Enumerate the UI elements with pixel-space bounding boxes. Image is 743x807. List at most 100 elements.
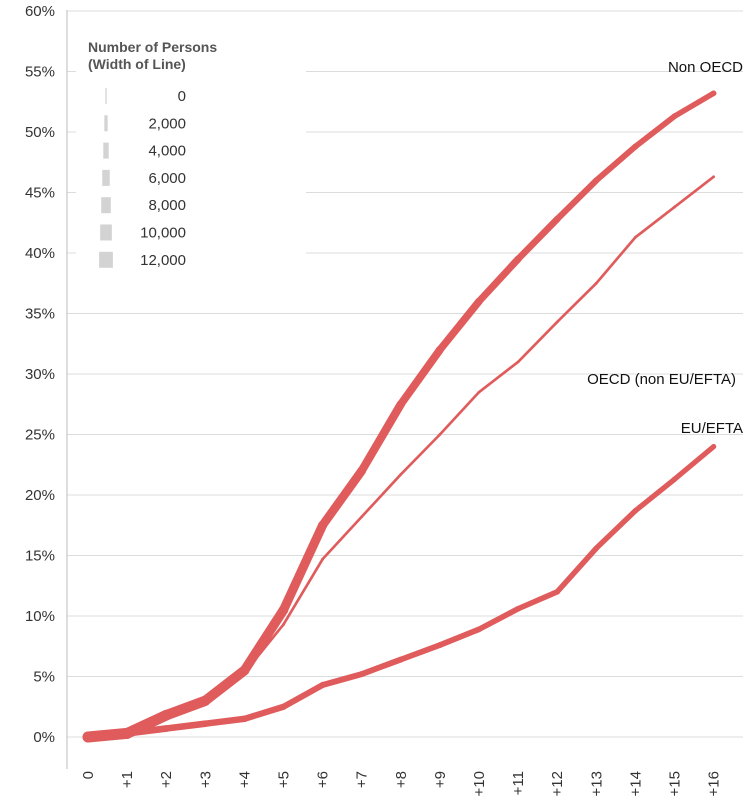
series-segment [241,703,287,722]
legend-swatch [105,88,107,104]
legend-label: 12,000 [140,252,186,269]
data-point [632,143,639,150]
series-segment [278,520,328,615]
series-segment [357,400,405,475]
series-label-non-oecd: Non OECD [668,59,743,76]
data-point [710,90,717,97]
x-tick-label: +7 [354,771,371,788]
x-tick-label: +3 [197,771,214,788]
series-segment [318,466,367,530]
legend-label: 4,000 [148,143,186,160]
data-point [357,466,366,476]
x-tick-label: +12 [549,771,566,796]
data-point [437,642,443,648]
x-tick-label: +13 [588,771,605,796]
series-segment [358,656,404,678]
data-point [358,671,365,678]
data-point [594,281,598,285]
y-tick-label: 30% [25,366,55,383]
series-label-eu-efta: EU/EFTA [681,420,743,437]
series-segment [555,281,598,324]
legend-swatch [104,115,108,132]
series-segment [282,557,324,626]
y-tick-label: 0% [33,729,55,746]
data-point [396,400,405,409]
data-point [243,671,246,675]
series-segment [319,671,365,688]
series-labels: Non OECD OECD (non EU/EFTA) EU/EFTA [587,59,743,437]
series-segment [202,715,248,727]
legend-swatch [102,169,110,186]
series-segment [360,473,403,519]
series-segment [397,642,443,663]
series-segment [437,626,482,648]
data-point [202,720,209,727]
data-point [555,320,559,324]
y-tick-label: 25% [25,427,55,444]
legend-title-line2: (Width of Line) [88,56,186,72]
series-segment [84,729,131,741]
y-tick-label: 15% [25,548,55,565]
data-point [634,235,637,239]
series-segment [514,215,561,263]
x-tick-label: +15 [667,771,684,796]
data-point [321,557,324,561]
y-tick-label: 60% [25,3,55,20]
series-segment [396,345,444,409]
legend-background [76,34,306,282]
legend-label: 10,000 [140,225,186,242]
y-tick-label: 45% [25,185,55,202]
legend-swatch [99,251,113,268]
series-segment [593,508,639,551]
series-segment [632,113,678,150]
legend: Number of Persons (Width of Line) 0 2,000… [76,34,306,282]
series-segment [634,205,676,239]
series-line-2 [84,443,717,741]
series-label-oecd-non-eu-efta: OECD (non EU/EFTA) [587,371,736,388]
series-segment [203,671,246,706]
data-point [84,733,92,741]
y-tick-label: 40% [25,245,55,262]
x-tick-label: +2 [158,771,175,788]
y-tick-label: 5% [33,669,55,686]
legend-swatch [100,224,112,241]
data-point [593,177,600,184]
y-tick-label: 55% [25,64,55,81]
data-point [554,589,560,595]
series-segment [671,90,717,120]
x-axis-ticks: 0 +1 +2 +3 +4 +5 +6 +7 +8 +9 +10 +11 +12 +13 +14 +15 +16 [80,771,723,796]
x-tick-label: +9 [432,771,449,788]
series-segment [438,390,481,436]
series-segment [593,143,639,184]
series-segment [436,297,483,354]
x-tick-label: +8 [393,771,410,788]
series-line-0 [82,90,717,743]
series-segment [200,665,250,706]
series-segment [280,681,326,710]
data-point [671,476,678,482]
data-point [475,297,483,306]
data-point [203,702,207,706]
data-point [477,390,481,394]
data-point [514,255,522,263]
x-tick-label: +10 [471,771,488,796]
data-point [593,545,600,551]
data-point [399,473,403,476]
series-segment [164,702,207,721]
data-point [476,626,482,633]
series-segment [243,623,285,675]
data-point [123,729,131,737]
series-segment [321,515,364,561]
data-point [278,605,289,615]
y-tick-label: 10% [25,608,55,625]
data-point [164,717,168,721]
data-point [671,113,678,120]
x-tick-label: +14 [627,771,644,796]
legend-swatch [101,197,111,214]
series-segment [594,235,637,285]
data-point [280,703,287,710]
y-axis-ticks: 0% 5% 10% 15% 20% 25% 30% 35% 40% 45% 50% 55% 60% [25,3,55,746]
series-segment [673,175,715,209]
series-segment [516,320,559,364]
